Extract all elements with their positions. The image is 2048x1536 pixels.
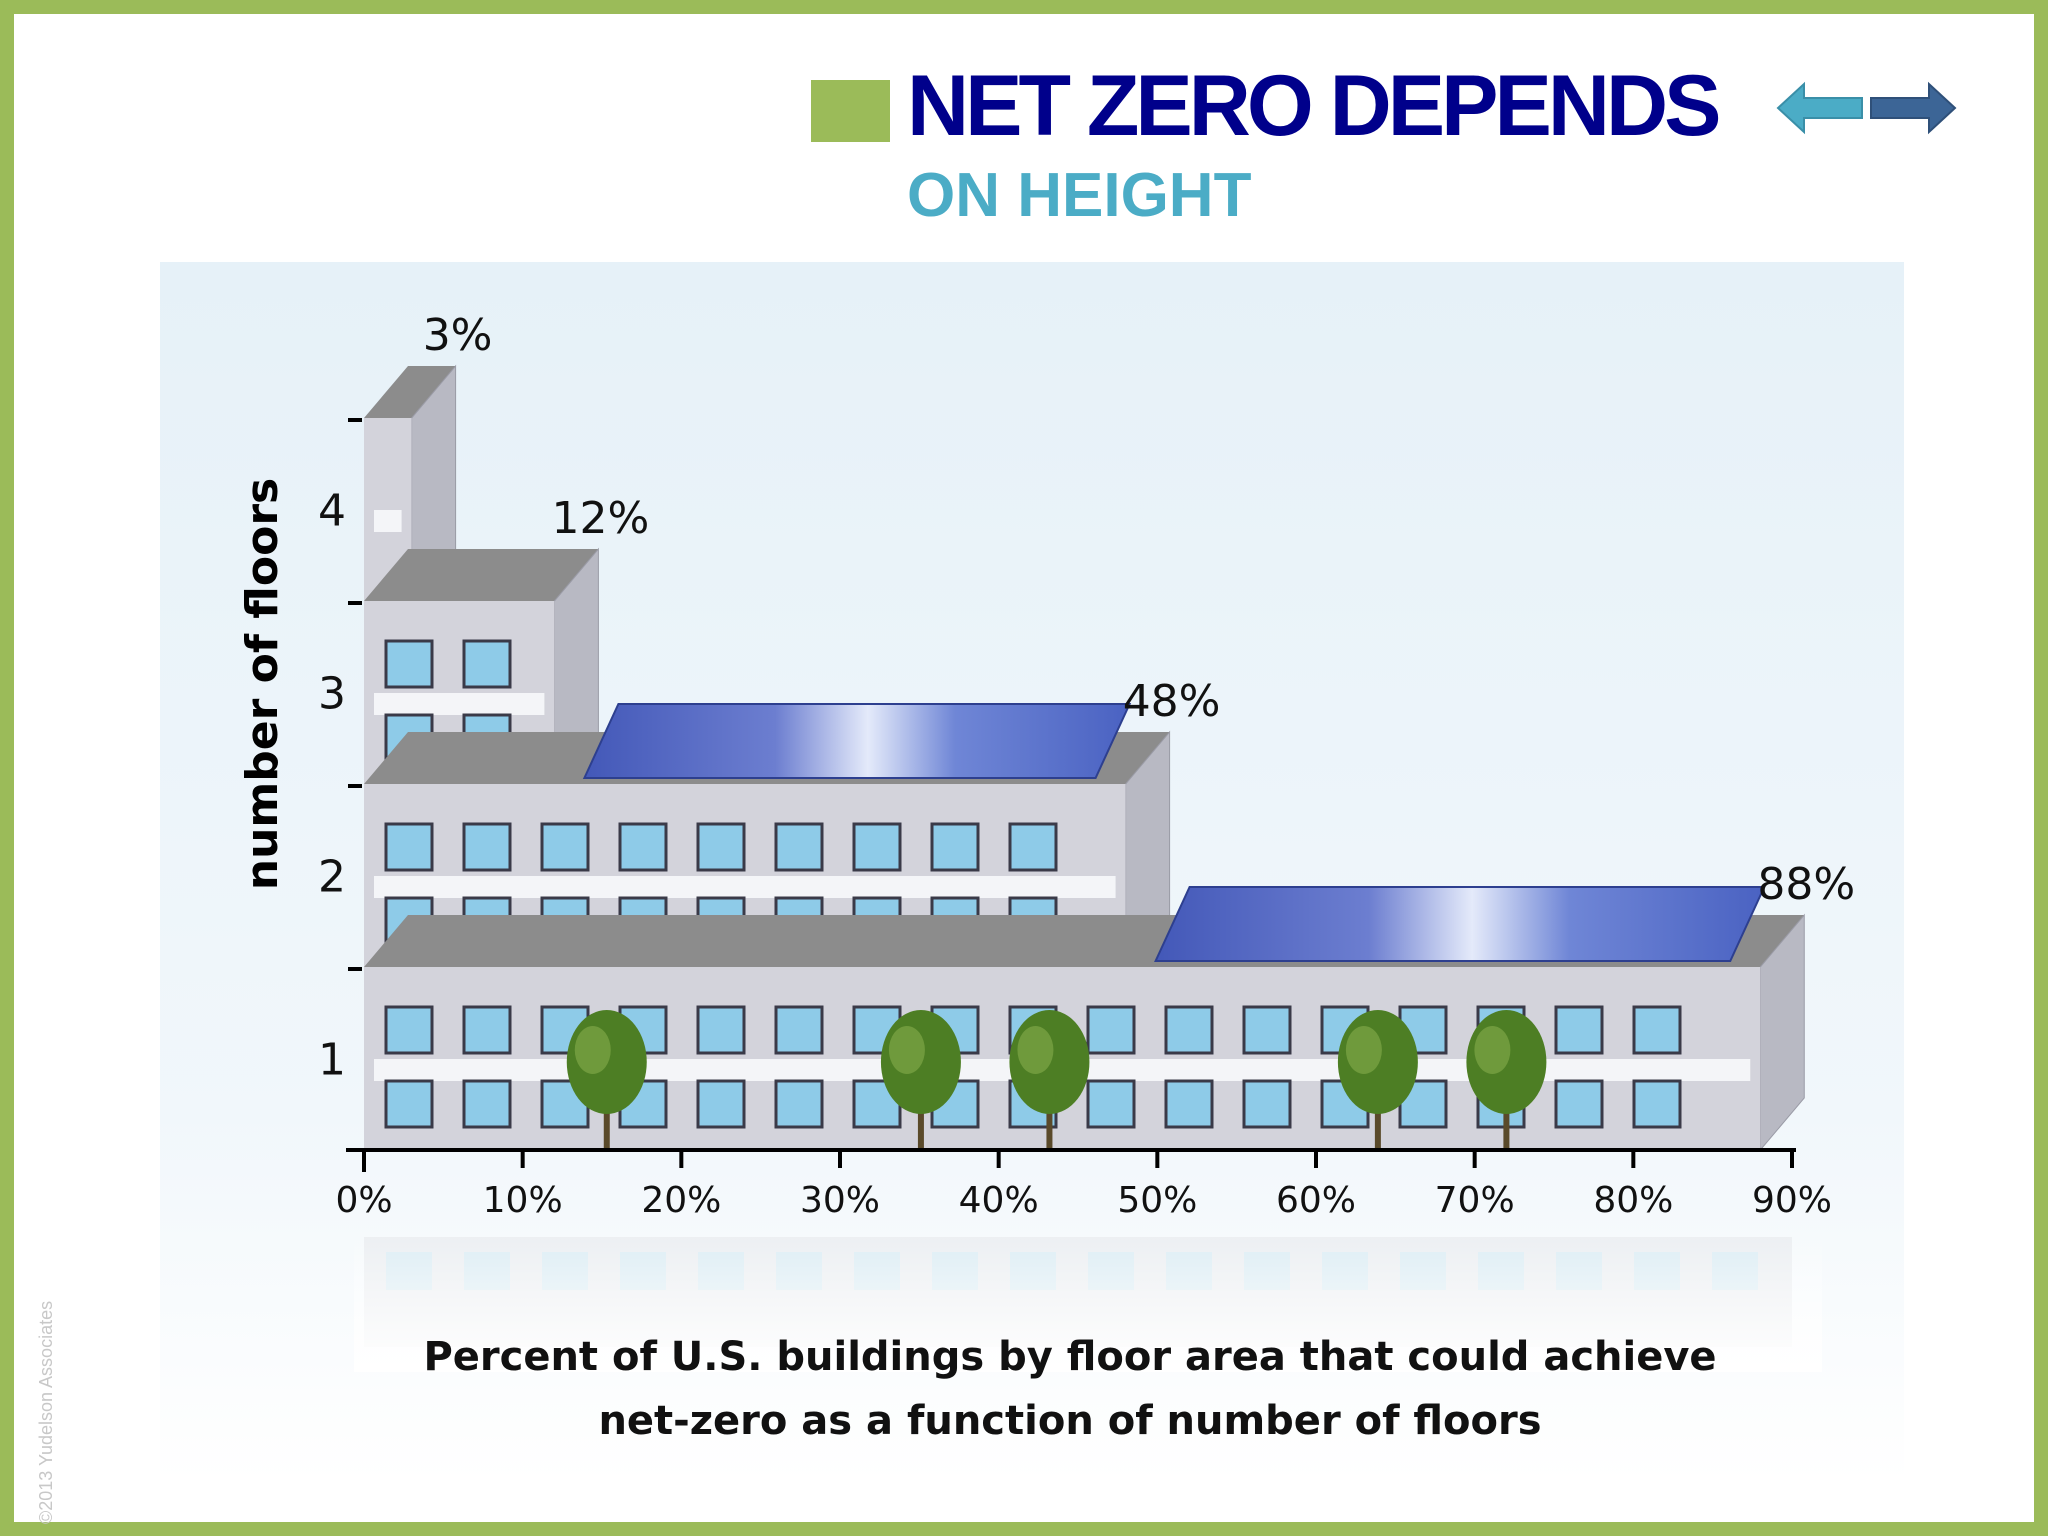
window: [696, 1079, 746, 1129]
building-bars: [364, 364, 1805, 1152]
floor-stripe: [374, 693, 545, 715]
y-tick-label: 1: [318, 1035, 346, 1086]
window: [1008, 822, 1058, 872]
tree-icon: [1466, 1010, 1547, 1152]
x-tick-label: 60%: [1276, 1180, 1356, 1221]
reflection-fade: [354, 1232, 1822, 1372]
tree-highlight: [888, 1026, 925, 1074]
bar-value-label: 88%: [1757, 859, 1855, 910]
tree-icon: [566, 1010, 647, 1152]
window: [1164, 1079, 1214, 1129]
x-tick-label: 30%: [800, 1180, 880, 1221]
window: [1554, 1079, 1604, 1129]
bar-value-label: 3%: [423, 310, 493, 361]
window: [462, 1079, 512, 1129]
window: [930, 822, 980, 872]
window: [1242, 1005, 1292, 1055]
window: [384, 639, 434, 689]
y-tick-label: 2: [318, 852, 346, 903]
window: [1086, 1079, 1136, 1129]
arrow-right-icon[interactable]: [1869, 80, 1957, 136]
tree-trunk: [1046, 1102, 1053, 1152]
bar-value-label: 12%: [552, 493, 650, 544]
window: [618, 822, 668, 872]
tree-icon: [1337, 1010, 1418, 1152]
solar-panel: [582, 703, 1132, 779]
tree-trunk: [603, 1102, 610, 1152]
window: [384, 1005, 434, 1055]
window: [1086, 1005, 1136, 1055]
tree-trunk: [917, 1102, 924, 1152]
x-tick-label: 0%: [335, 1180, 392, 1221]
chart-title-line-2: net-zero as a function of number of floo…: [598, 1398, 1541, 1444]
x-tick-label: 40%: [959, 1180, 1039, 1221]
tree-highlight: [1345, 1026, 1382, 1074]
window: [1164, 1005, 1214, 1055]
tree-trunk: [1503, 1102, 1510, 1152]
bar-roof: [364, 366, 456, 418]
window: [696, 1005, 746, 1055]
window: [1632, 1005, 1682, 1055]
bar-roof: [364, 549, 599, 601]
window: [696, 822, 746, 872]
window: [852, 822, 902, 872]
window: [774, 1005, 824, 1055]
x-tick-label: 70%: [1435, 1180, 1515, 1221]
bar-value-label: 48%: [1123, 676, 1221, 727]
window: [540, 822, 590, 872]
window: [384, 822, 434, 872]
window: [384, 1079, 434, 1129]
y-tick-label: 3: [318, 669, 346, 720]
window: [462, 639, 512, 689]
floor-stripe: [374, 510, 402, 532]
window: [462, 1005, 512, 1055]
slide-subtitle: ON HEIGHT: [907, 161, 1252, 230]
floor-stripe: [374, 876, 1116, 898]
tree-trunk: [1374, 1102, 1381, 1152]
tree-highlight: [574, 1026, 611, 1074]
arrow-left-icon[interactable]: [1776, 80, 1864, 136]
x-tick-label: 10%: [483, 1180, 563, 1221]
copyright-notice: ©2013 Yudelson Associates: [36, 1300, 56, 1524]
window: [1632, 1079, 1682, 1129]
solar-panel: [1154, 886, 1766, 962]
x-tick-label: 50%: [1117, 1180, 1197, 1221]
tree-icon: [1009, 1010, 1090, 1152]
building-reflection: [354, 1232, 1822, 1372]
window: [1554, 1005, 1604, 1055]
title-accent-square: [811, 80, 890, 142]
y-tick-label: 4: [318, 486, 346, 537]
x-tick-label: 20%: [641, 1180, 721, 1221]
x-tick-label: 80%: [1593, 1180, 1673, 1221]
chart-title-line-1: Percent of U.S. buildings by floor area …: [423, 1334, 1716, 1380]
window: [1242, 1079, 1292, 1129]
tree-highlight: [1474, 1026, 1511, 1074]
tree-icon: [880, 1010, 961, 1152]
window: [774, 1079, 824, 1129]
y-axis-label: number of floors: [237, 478, 288, 891]
value-labels: 3% 12% 48% 88%: [423, 310, 1855, 910]
window: [774, 822, 824, 872]
x-tick-label: 90%: [1752, 1180, 1832, 1221]
slide-title: NET ZERO DEPENDS: [907, 58, 1721, 154]
tree-highlight: [1017, 1026, 1054, 1074]
window: [462, 822, 512, 872]
